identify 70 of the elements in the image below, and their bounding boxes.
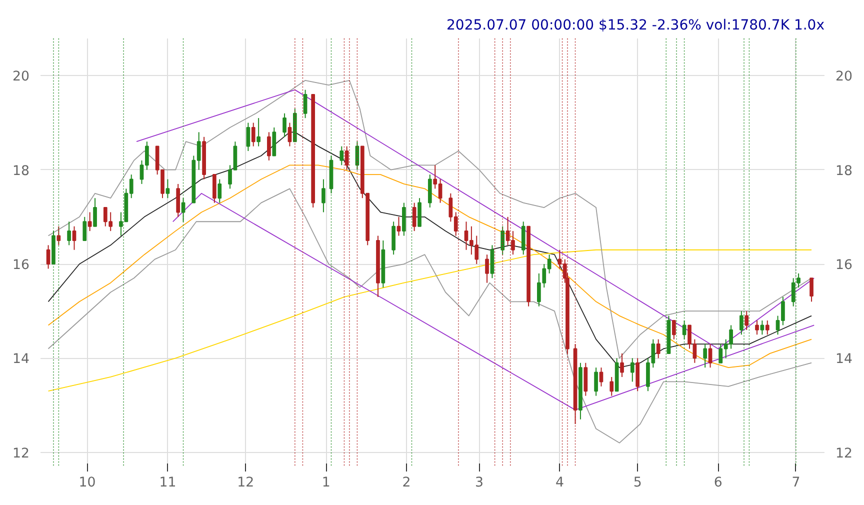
x-tick-label: 1 — [322, 476, 330, 490]
candlestick — [272, 126, 276, 156]
candlestick — [340, 146, 344, 166]
candlestick — [744, 310, 749, 330]
candlestick — [490, 244, 494, 279]
candlestick — [56, 226, 61, 246]
candlestick — [402, 202, 406, 236]
y2-tick-label: 18 — [836, 164, 852, 179]
x-tick-label: 5 — [633, 476, 642, 490]
candlestick — [703, 344, 708, 368]
candlestick — [93, 198, 97, 227]
candlestick — [396, 216, 401, 236]
candlestick — [428, 174, 432, 208]
candlestick — [246, 122, 250, 152]
line-series — [48, 188, 812, 444]
y-tick-label: 16 — [12, 258, 30, 274]
candlestick — [765, 320, 770, 336]
candlestick — [176, 183, 180, 218]
y2-tick-label: 14 — [836, 352, 852, 368]
x-tick-label: 11 — [159, 476, 176, 490]
candlestick — [166, 178, 170, 199]
x-tick-label: 7 — [792, 476, 800, 490]
candlestick — [584, 362, 588, 396]
candlestick — [755, 320, 759, 336]
y-tick-label: 12 — [12, 446, 30, 462]
candlestick — [810, 278, 814, 302]
line-series — [172, 192, 815, 410]
candlestick — [630, 358, 634, 382]
line-series — [48, 80, 812, 359]
candlestick — [485, 254, 489, 284]
y-tick-label: 20 — [12, 70, 30, 85]
candlestick — [521, 221, 526, 256]
candlestick — [303, 89, 308, 119]
line-series — [48, 249, 812, 392]
candlestick — [594, 367, 598, 396]
candlestick — [67, 221, 71, 246]
x-tick-label: 10 — [78, 476, 96, 490]
candlestick — [212, 174, 216, 204]
x-tick-label: 6 — [714, 476, 722, 490]
candlestick — [610, 376, 614, 396]
candlestick — [46, 244, 50, 270]
candlestick — [418, 198, 422, 227]
x-tick-label: 3 — [474, 476, 484, 490]
candlestick — [218, 178, 222, 204]
y2-tick-label: 12 — [836, 446, 852, 462]
candlestick — [412, 202, 416, 232]
candlestick — [267, 132, 271, 161]
candlestick — [88, 212, 92, 232]
x-tick-label: 2 — [402, 476, 411, 490]
candlestick — [656, 338, 660, 359]
candlestick — [620, 352, 624, 378]
candlestick — [672, 320, 676, 340]
candlestick — [72, 226, 76, 250]
candlestick — [392, 221, 396, 256]
y-tick-label: 18 — [12, 164, 30, 179]
candlestick — [288, 122, 292, 147]
candlestick — [760, 320, 764, 336]
x-tick-label: 4 — [555, 476, 564, 490]
y-tick-label: 14 — [12, 352, 30, 368]
candlestick — [282, 112, 286, 138]
candlestick — [251, 122, 256, 147]
candlestick — [636, 358, 640, 392]
candlestick — [708, 344, 712, 368]
candlestick — [82, 216, 87, 241]
y2-tick-label: 16 — [836, 258, 852, 274]
chart-title: 2025.07.07 00:00:00 $15.32 -2.36% vol:1780.7K 1.0x — [446, 18, 825, 34]
y2-tick-label: 20 — [836, 70, 852, 85]
x-tick-label: 12 — [237, 476, 254, 490]
candlestick — [322, 178, 326, 213]
candlestick — [256, 118, 260, 147]
